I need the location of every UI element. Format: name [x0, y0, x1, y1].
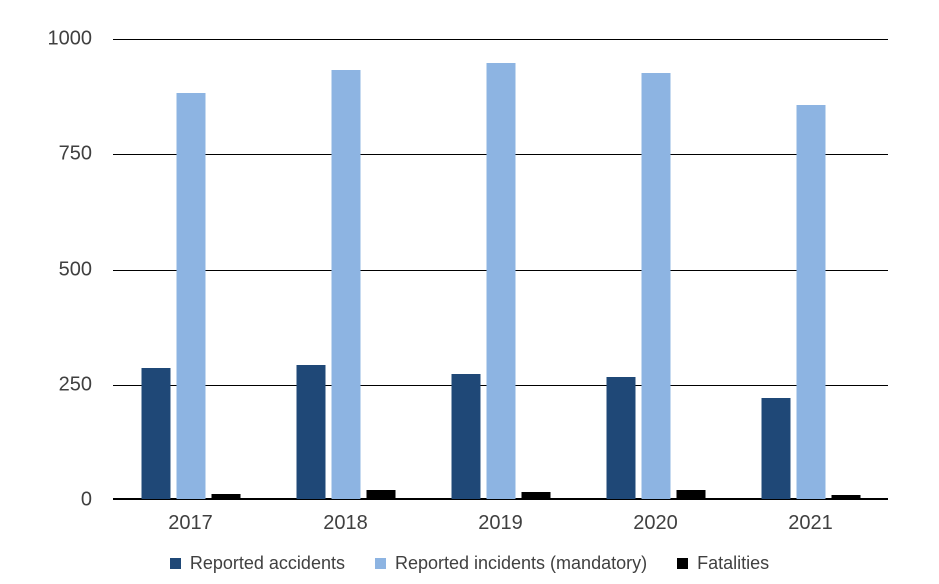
legend-label: Fatalities — [697, 553, 770, 573]
bar-group-2020 — [606, 72, 705, 499]
bar — [366, 489, 395, 499]
plot-area — [113, 39, 888, 500]
bar — [676, 490, 705, 499]
bar — [141, 367, 170, 499]
bar — [451, 373, 480, 499]
gridline — [113, 39, 888, 40]
bar — [521, 492, 550, 499]
bar — [761, 397, 790, 499]
bar — [606, 376, 635, 499]
legend-swatch-icon — [169, 558, 181, 569]
bar — [296, 365, 325, 499]
bar — [211, 494, 240, 499]
y-tick-label: 1000 — [47, 27, 93, 50]
bar — [796, 104, 825, 499]
legend: Reported accidents Reported incidents (ma… — [0, 553, 939, 574]
y-tick-label: 0 — [80, 488, 92, 511]
y-tick-label: 500 — [58, 258, 92, 281]
bar-group-2018 — [296, 70, 395, 499]
x-axis-labels: 2017 2018 2019 2020 2021 — [113, 512, 888, 540]
legend-swatch-icon — [374, 558, 386, 569]
x-axis-line — [113, 498, 888, 500]
x-axis-label: 2021 — [788, 512, 833, 534]
x-axis-label: 2020 — [633, 512, 678, 534]
legend-item: Reported incidents (mandatory) — [374, 553, 648, 574]
legend-item: Fatalities — [677, 553, 769, 574]
legend-swatch-icon — [677, 558, 689, 569]
legend-item: Reported accidents — [169, 553, 345, 574]
bar — [176, 93, 205, 499]
x-axis-label: 2019 — [478, 512, 523, 534]
bar-group-2019 — [451, 63, 550, 499]
bar — [486, 63, 515, 499]
bar — [331, 70, 360, 499]
bar-group-2017 — [141, 93, 240, 499]
y-axis-tick-labels: 0 250 500 750 1000 — [0, 29, 93, 510]
y-tick-label: 250 — [58, 373, 92, 396]
x-axis-label: 2018 — [323, 512, 368, 534]
legend-label: Reported accidents — [189, 553, 345, 573]
bar — [641, 72, 670, 499]
bar — [831, 495, 860, 499]
bar-group-2021 — [761, 104, 860, 499]
legend-label: Reported incidents (mandatory) — [394, 553, 648, 573]
y-tick-label: 750 — [58, 142, 92, 165]
x-axis-label: 2017 — [168, 512, 213, 534]
